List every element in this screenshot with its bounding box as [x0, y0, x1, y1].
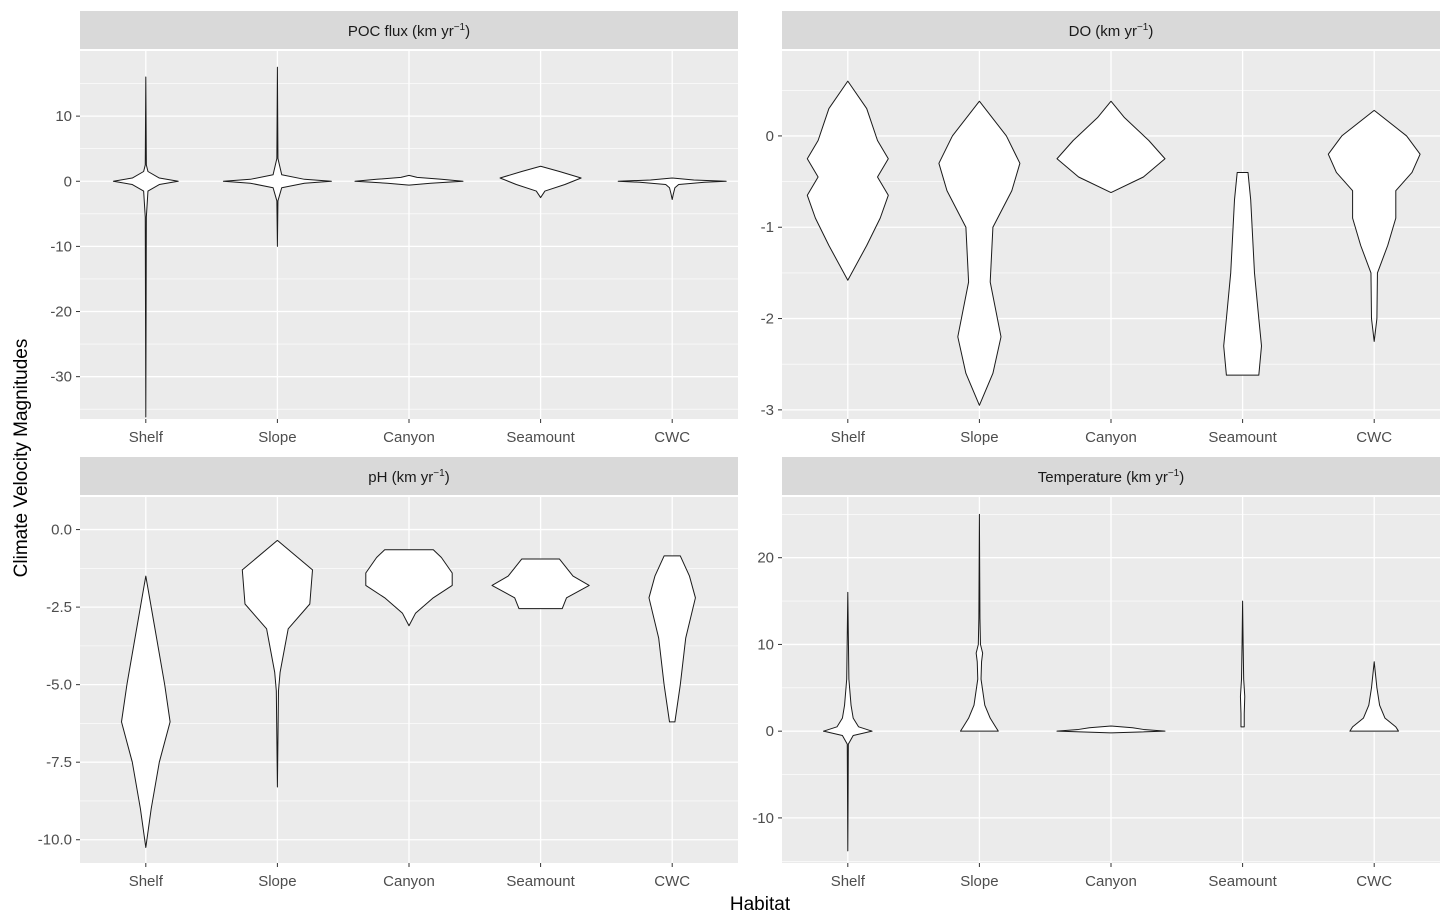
y-tick-label: -30	[50, 369, 72, 386]
violin-seamount	[1239, 600, 1246, 728]
strip-ph-km-yr	[80, 457, 738, 495]
y-tick-label: 0	[766, 723, 774, 740]
panel-do-km-yr: DO (km yr−1) 0 -1 -2 -3 Shelf Slope Canyon Seamo…	[761, 11, 1440, 446]
violin-shelf	[121, 575, 171, 848]
y-tick-label: -3	[761, 402, 774, 419]
x-tick-label-canyon: Canyon	[1085, 873, 1137, 890]
violin-shelf	[112, 76, 179, 418]
strip-poc-flux-km-yr	[80, 11, 738, 49]
violin-canyon	[354, 174, 464, 186]
y-tick-label: -10	[50, 238, 72, 255]
y-tick-label: -2.5	[46, 599, 72, 616]
x-tick-label-seamount: Seamount	[506, 429, 575, 446]
x-tick-label-slope: Slope	[960, 429, 998, 446]
y-tick-label: -10	[752, 810, 774, 827]
strip-title-do-km-yr: DO (km yr−1)	[1069, 22, 1154, 40]
violin-seamount	[499, 165, 582, 199]
x-tick-label-cwc: CWC	[654, 873, 690, 890]
x-tick-label-seamount: Seamount	[1208, 429, 1277, 446]
violin-canyon	[1056, 100, 1166, 194]
strip-title-temperature-km-yr: Temperature (km yr−1)	[1038, 468, 1184, 486]
panel-temperature-km-yr: Temperature (km yr−1) 20 10 0 -10 Shelf Slope C…	[752, 457, 1440, 890]
strip-title-poc-flux-km-yr: POC flux (km yr−1)	[348, 22, 470, 40]
violin-slope	[241, 539, 313, 788]
y-axis-title: Climate Velocity Magnitudes	[11, 339, 32, 578]
x-tick-label-canyon: Canyon	[383, 873, 435, 890]
strip-temperature-km-yr	[782, 457, 1440, 495]
x-tick-label-cwc: CWC	[1356, 429, 1392, 446]
violin-canyon	[1056, 725, 1166, 734]
violin-cwc	[617, 177, 727, 200]
y-tick-label: 10	[55, 108, 72, 125]
x-tick-label-slope: Slope	[258, 873, 296, 890]
violin-slope	[938, 100, 1021, 406]
x-tick-label-canyon: Canyon	[1085, 429, 1137, 446]
x-tick-label-shelf: Shelf	[831, 873, 866, 890]
violin-shelf	[806, 80, 889, 281]
violin-slope	[960, 513, 999, 732]
x-tick-label-canyon: Canyon	[383, 429, 435, 446]
y-tick-label: -10.0	[38, 832, 72, 849]
violin-cwc	[648, 555, 696, 723]
violin-seamount	[1223, 171, 1262, 376]
y-tick-label: -7.5	[46, 754, 72, 771]
x-tick-label-slope: Slope	[960, 873, 998, 890]
y-tick-label: -5.0	[46, 677, 72, 694]
y-tick-label: -1	[761, 219, 774, 236]
x-tick-label-shelf: Shelf	[831, 429, 866, 446]
x-tick-label-seamount: Seamount	[506, 873, 575, 890]
strip-title-ph-km-yr: pH (km yr−1)	[368, 468, 449, 486]
violin-slope	[222, 66, 332, 247]
y-tick-label: -20	[50, 304, 72, 321]
y-tick-label: -2	[761, 311, 774, 328]
x-tick-label-shelf: Shelf	[129, 873, 164, 890]
x-tick-label-cwc: CWC	[654, 429, 690, 446]
violin-seamount	[491, 558, 590, 610]
strip-do-km-yr	[782, 11, 1440, 49]
violin-shelf	[823, 591, 873, 852]
y-tick-label: 10	[757, 636, 774, 653]
x-tick-label-cwc: CWC	[1356, 873, 1392, 890]
y-tick-label: 0.0	[51, 522, 72, 539]
x-tick-label-slope: Slope	[258, 429, 296, 446]
violin-cwc	[1349, 661, 1399, 732]
panel-ph-km-yr: pH (km yr−1) 0.0 -2.5 -5.0 -7.5 -10.0 Shelf Slo…	[38, 457, 738, 890]
panel-poc-flux-km-yr: POC flux (km yr−1) 10 0 -10 -20 -30 Shelf Slope…	[50, 11, 738, 446]
x-tick-label-seamount: Seamount	[1208, 873, 1277, 890]
x-axis-title: Habitat	[730, 894, 791, 915]
violin-canyon	[365, 549, 453, 627]
violin-cwc	[1327, 109, 1421, 342]
x-tick-label-shelf: Shelf	[129, 429, 164, 446]
y-tick-label: 0	[64, 173, 72, 190]
y-tick-label: 0	[766, 128, 774, 145]
y-tick-label: 20	[757, 550, 774, 567]
